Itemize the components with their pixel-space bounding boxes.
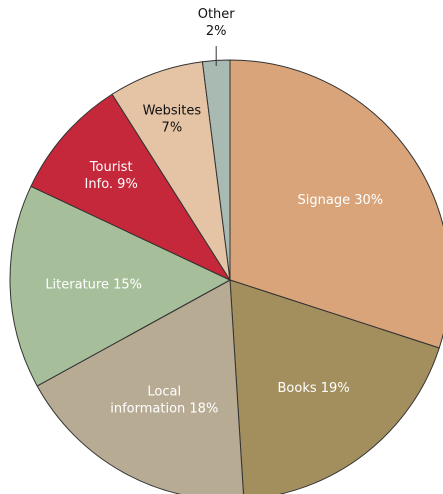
slice-label: Books 19% xyxy=(278,381,350,396)
slice-label-line: 7% xyxy=(162,121,183,136)
slice-label: Local information 18% xyxy=(110,385,218,417)
slice-label-line: Local xyxy=(147,385,181,400)
slice-label-line: Websites xyxy=(143,104,202,119)
slice-label: Literature 15% xyxy=(45,277,142,292)
pie-slice xyxy=(9,185,232,387)
slice-label: Tourist Info. 9% xyxy=(85,160,138,192)
slice-label: Signage 30% xyxy=(298,193,384,208)
slice-label-line: information 18% xyxy=(110,402,218,417)
slice-label: Other 2% xyxy=(198,7,236,39)
slice-label-line: 2% xyxy=(206,24,227,39)
slice-label-line: Info. 9% xyxy=(85,177,138,192)
slice-label: Websites 7% xyxy=(143,104,202,136)
slice-label-line: Tourist xyxy=(89,160,133,175)
pie-slice xyxy=(229,279,440,494)
slice-label-line: Literature 15% xyxy=(45,277,142,292)
pie-slice xyxy=(36,279,244,494)
slice-label-line: Other xyxy=(198,7,236,22)
slice-label-line: Books 19% xyxy=(278,381,350,396)
slice-label-line: Signage 30% xyxy=(298,193,384,208)
pie-slice xyxy=(30,93,232,282)
pie-slice xyxy=(229,59,443,349)
